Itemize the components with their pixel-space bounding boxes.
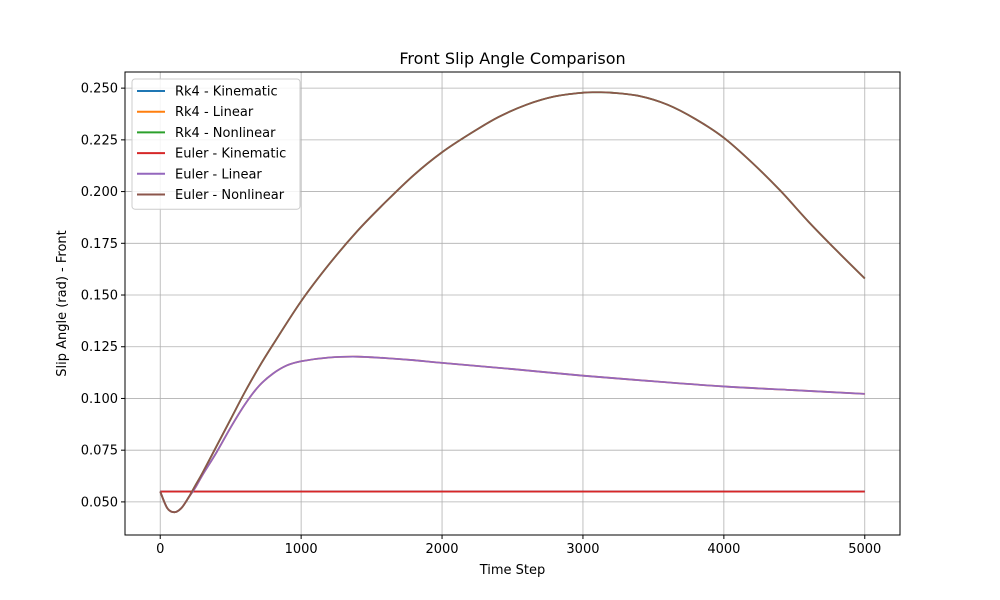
y-tick-label: 0.100 — [81, 392, 118, 407]
legend-label: Euler - Kinematic — [175, 147, 286, 162]
legend-label: Euler - Linear — [175, 167, 262, 182]
y-axis-title: Slip Angle (rad) - Front — [55, 230, 70, 377]
series-layer — [159, 91, 866, 514]
y-tick-label: 0.125 — [81, 340, 118, 355]
y-tick-label: 0.150 — [81, 289, 118, 304]
x-axis-ticks: 0 1000 2000 3000 4000 5000 — [156, 535, 881, 557]
legend-label: Rk4 - Kinematic — [175, 85, 278, 100]
legend-label: Euler - Nonlinear — [175, 188, 285, 203]
y-tick-label: 0.175 — [81, 237, 118, 252]
series-line-euler-nonlinear — [159, 91, 866, 514]
legend-item: Rk4 - Nonlinear — [137, 126, 276, 141]
y-tick-label: 0.250 — [81, 82, 118, 97]
x-tick-label: 0 — [156, 542, 164, 557]
legend-item: Euler - Nonlinear — [137, 188, 285, 203]
y-axis-ticks: 0.050 0.075 0.100 0.125 0.150 0.175 0.200 0.225… — [81, 82, 125, 510]
y-tick-label: 0.050 — [81, 495, 118, 510]
x-tick-label: 5000 — [848, 542, 881, 557]
x-tick-label: 3000 — [566, 542, 599, 557]
x-tick-label: 1000 — [285, 542, 318, 557]
x-tick-label: 2000 — [425, 542, 458, 557]
plot-frame — [124, 71, 901, 536]
legend-item: Rk4 - Kinematic — [137, 85, 278, 100]
legend-item: Euler - Linear — [137, 167, 262, 182]
y-tick-label: 0.075 — [81, 444, 118, 459]
legend-label: Rk4 - Nonlinear — [175, 126, 276, 141]
x-tick-label: 4000 — [707, 542, 740, 557]
legend: Rk4 - Kinematic Rk4 - Linear Rk4 - Nonline… — [131, 78, 301, 210]
chart-title: Front Slip Angle Comparison — [399, 49, 625, 68]
legend-item: Rk4 - Linear — [137, 105, 254, 120]
legend-item: Euler - Kinematic — [137, 147, 286, 162]
grid-lines — [125, 72, 900, 535]
x-axis-title: Time Step — [479, 563, 546, 578]
y-tick-label: 0.200 — [81, 185, 118, 200]
legend-box — [131, 78, 301, 210]
legend-label: Rk4 - Linear — [175, 105, 254, 120]
y-tick-label: 0.225 — [81, 133, 118, 148]
